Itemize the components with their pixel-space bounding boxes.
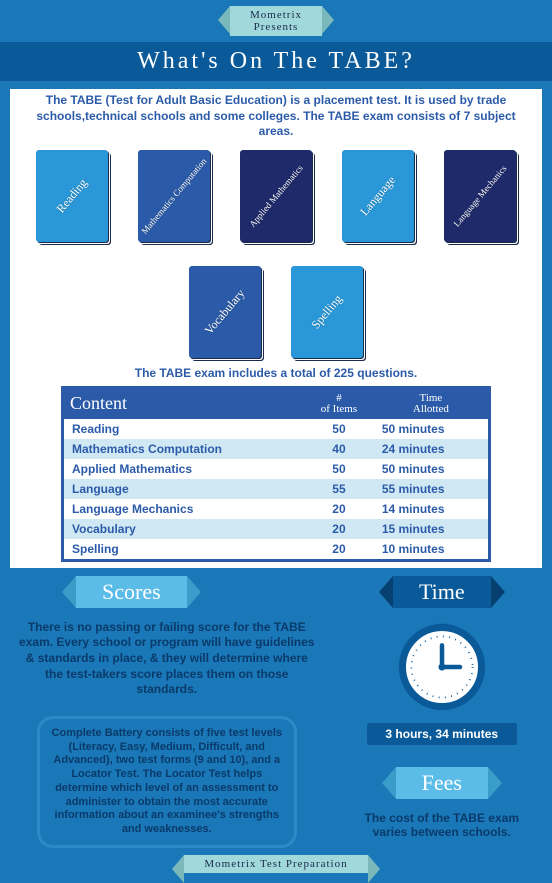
table-header: TimeAllotted [374, 387, 490, 419]
table-cell: Spelling [63, 539, 305, 561]
footer-text: Mometrix Test Preparation [184, 855, 367, 873]
presenter-line1: Mometrix [250, 9, 302, 21]
table-cell: 40 [304, 439, 374, 459]
table-cell: Applied Mathematics [63, 459, 305, 479]
table-cell: Language [63, 479, 305, 499]
presenter-ribbon: Mometrix Presents [230, 6, 322, 36]
book-item: Reading [36, 150, 108, 242]
scores-heading: Scores [76, 576, 187, 608]
content-table: Content#of ItemsTimeAllotted Reading5050… [61, 386, 491, 562]
book-item: Language [342, 150, 414, 242]
main-panel: The TABE (Test for Adult Basic Education… [10, 89, 542, 568]
books-grid: Reading Mathematics Computation Applied Ma… [22, 150, 530, 358]
table-cell: 10 minutes [374, 539, 490, 561]
book-label: Mathematics Computation [139, 156, 208, 236]
table-row: Language5555 minutes [63, 479, 490, 499]
book-item: Vocabulary [189, 266, 261, 358]
table-cell: 20 [304, 499, 374, 519]
table-row: Mathematics Computation4024 minutes [63, 439, 490, 459]
intro-text: The TABE (Test for Adult Basic Education… [22, 93, 530, 140]
table-header: Content [63, 387, 305, 419]
table-cell: 55 minutes [374, 479, 490, 499]
table-cell: 50 [304, 419, 374, 439]
fees-heading: Fees [396, 767, 488, 799]
subintro-text: The TABE exam includes a total of 225 qu… [22, 366, 530, 380]
table-header: #of Items [304, 387, 374, 419]
table-cell: 24 minutes [374, 439, 490, 459]
time-heading: Time [393, 576, 491, 608]
table-cell: 14 minutes [374, 499, 490, 519]
book-label: Applied Mathematics [247, 163, 305, 229]
book-item: Mathematics Computation [138, 150, 210, 242]
table-cell: 20 [304, 539, 374, 561]
header-ribbon: Mometrix Presents [0, 0, 552, 36]
table-row: Spelling2010 minutes [63, 539, 490, 561]
table-cell: 55 [304, 479, 374, 499]
table-cell: Reading [63, 419, 305, 439]
fees-text: The cost of the TABE exam varies between… [348, 811, 536, 840]
book-label: Language Mechanics [452, 163, 509, 228]
bottom-section: Scores There is no passing or failing sc… [0, 568, 552, 848]
table-cell: 50 [304, 459, 374, 479]
book-item: Language Mechanics [444, 150, 516, 242]
table-cell: Mathematics Computation [63, 439, 305, 459]
table-row: Language Mechanics2014 minutes [63, 499, 490, 519]
page-title: What's On The TABE? [0, 42, 552, 81]
table-row: Vocabulary2015 minutes [63, 519, 490, 539]
book-label: Spelling [308, 292, 345, 332]
table-cell: 50 minutes [374, 419, 490, 439]
book-label: Language [357, 173, 399, 219]
book-item: Spelling [291, 266, 363, 358]
book-item: Applied Mathematics [240, 150, 312, 242]
clock-icon [397, 622, 487, 712]
table-cell: 20 [304, 519, 374, 539]
table-row: Reading5050 minutes [63, 419, 490, 439]
table-cell: Language Mechanics [63, 499, 305, 519]
table-cell: 15 minutes [374, 519, 490, 539]
book-label: Reading [53, 176, 90, 216]
footer-ribbon: Mometrix Test Preparation [0, 854, 552, 873]
time-label: 3 hours, 34 minutes [367, 723, 517, 745]
presenter-line2: Presents [250, 21, 302, 33]
table-row: Applied Mathematics5050 minutes [63, 459, 490, 479]
scores-text: There is no passing or failing score for… [16, 620, 318, 698]
table-cell: Vocabulary [63, 519, 305, 539]
battery-box: Complete Battery consists of five test l… [37, 716, 297, 848]
table-cell: 50 minutes [374, 459, 490, 479]
book-label: Vocabulary [202, 286, 248, 337]
